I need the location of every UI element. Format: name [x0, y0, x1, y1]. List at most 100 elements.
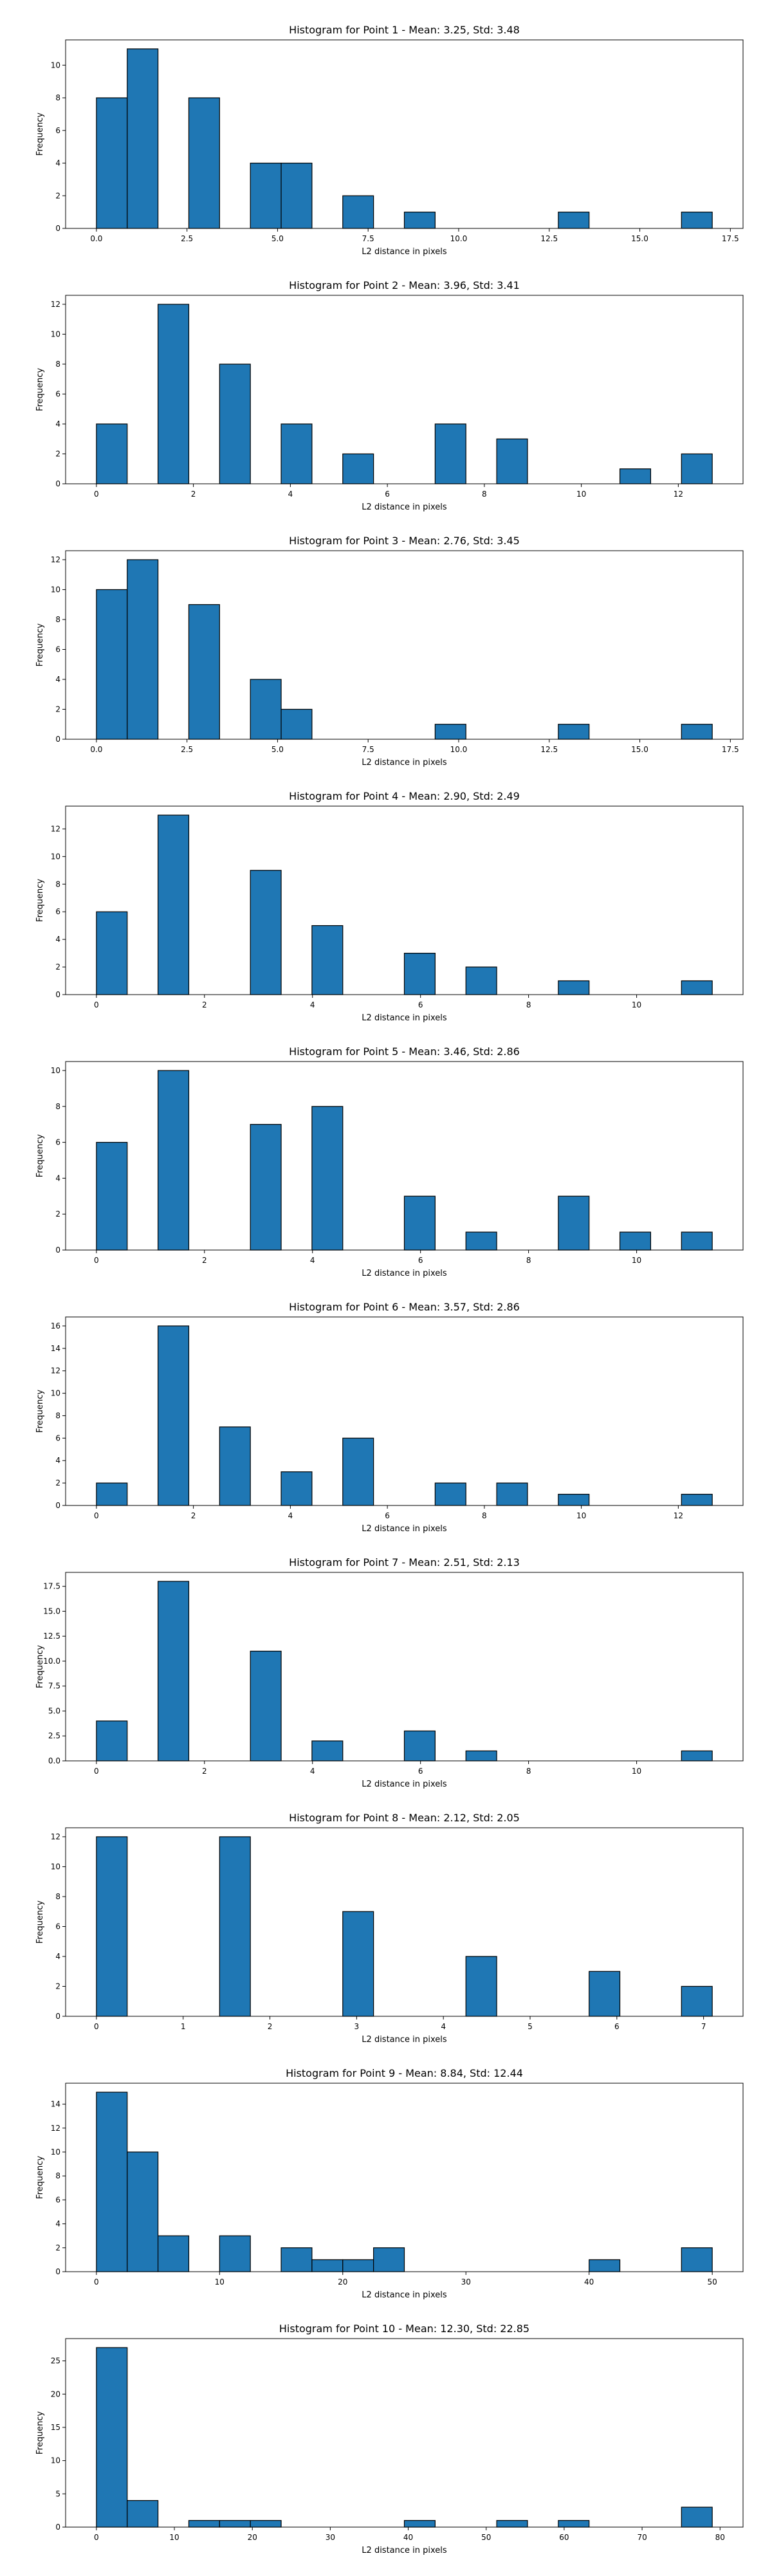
x-tick-label: 4 [441, 2022, 446, 2031]
x-tick-label: 7 [701, 2022, 706, 2031]
y-tick-label: 0.0 [48, 1756, 60, 1765]
x-tick-label: 4 [310, 1000, 315, 1009]
subplot: Histogram for Point 2 - Mean: 3.96, Std:… [35, 279, 744, 512]
y-tick-label: 4 [55, 1173, 60, 1182]
x-tick-label: 30 [461, 2277, 471, 2286]
y-tick-label: 4 [55, 159, 60, 168]
chart-title: Histogram for Point 1 - Mean: 3.25, Std:… [289, 24, 520, 36]
bar [558, 1493, 590, 1506]
bar [342, 2259, 374, 2272]
bar [403, 1195, 436, 1251]
bar [96, 1482, 128, 1506]
x-tick-label: 50 [481, 2533, 491, 2542]
y-tick-label: 4 [55, 1456, 60, 1465]
y-tick-label: 12 [51, 2124, 60, 2133]
x-tick-label: 8 [482, 490, 487, 499]
bar [157, 1581, 190, 1762]
bar [280, 423, 313, 484]
bar [219, 363, 251, 484]
bar [403, 1730, 436, 1762]
x-tick-label: 7.5 [362, 234, 374, 243]
chart-title: Histogram for Point 8 - Mean: 2.12, Std:… [289, 1812, 520, 1824]
subplot: Histogram for Point 6 - Mean: 3.57, Std:… [35, 1301, 744, 1534]
bar [250, 1650, 282, 1762]
y-tick-label: 10 [51, 1862, 60, 1871]
y-tick-label: 15 [51, 2423, 60, 2432]
x-tick-label: 5.0 [271, 234, 284, 243]
bar [342, 1911, 374, 2017]
bar [558, 212, 590, 229]
y-tick-label: 2 [55, 1982, 60, 1991]
bar [127, 2151, 159, 2272]
y-tick-label: 0 [55, 2523, 60, 2532]
bar [127, 2500, 159, 2528]
bar [311, 2259, 344, 2272]
y-tick-label: 12 [51, 555, 60, 564]
y-tick-label: 0 [55, 2267, 60, 2276]
x-tick-label: 2.5 [181, 745, 193, 754]
y-tick-label: 8 [55, 1411, 60, 1420]
subplot: Histogram for Point 8 - Mean: 2.12, Std:… [35, 1812, 744, 2045]
y-tick-label: 0 [55, 2012, 60, 2021]
x-axis-label: L2 distance in pixels [362, 758, 447, 768]
bar [219, 2235, 251, 2272]
x-tick-label: 10 [632, 1767, 641, 1776]
bar [157, 814, 190, 995]
x-tick-label: 50 [707, 2277, 717, 2286]
y-tick-label: 6 [55, 2195, 60, 2204]
x-tick-label: 17.5 [722, 234, 739, 243]
x-tick-label: 10 [632, 1256, 641, 1265]
chart-title: Histogram for Point 9 - Mean: 8.84, Std:… [286, 2067, 523, 2079]
axes-frame [65, 805, 744, 995]
subplot: Histogram for Point 7 - Mean: 2.51, Std:… [35, 1556, 744, 1789]
axes-frame [65, 1827, 744, 2017]
subplot: Histogram for Point 4 - Mean: 2.90, Std:… [35, 790, 744, 1023]
y-tick-label: 6 [55, 389, 60, 398]
bar [96, 1720, 128, 1762]
x-tick-label: 8 [526, 1000, 531, 1009]
bar [496, 438, 528, 484]
subplot: Histogram for Point 3 - Mean: 2.76, Std:… [35, 535, 744, 768]
bar [96, 97, 128, 229]
bar [96, 1141, 128, 1251]
y-tick-label: 17.5 [43, 1582, 60, 1591]
x-axis-label: L2 distance in pixels [362, 1780, 447, 1789]
x-tick-label: 10.0 [450, 234, 468, 243]
y-tick-label: 2 [55, 962, 60, 971]
bar [589, 2259, 621, 2272]
y-tick-label: 12 [51, 824, 60, 833]
y-axis-label: Frequency [35, 1134, 45, 1177]
y-tick-label: 10 [51, 1066, 60, 1075]
x-tick-label: 30 [326, 2533, 335, 2542]
x-tick-label: 8 [526, 1767, 531, 1776]
bar [681, 212, 713, 229]
y-axis-label: Frequency [35, 1390, 45, 1433]
subplot: Histogram for Point 10 - Mean: 12.30, St… [35, 2323, 744, 2555]
y-tick-label: 0 [55, 479, 60, 488]
bar [157, 304, 190, 484]
bar [127, 48, 159, 229]
axes-frame [65, 39, 744, 229]
x-tick-label: 17.5 [722, 745, 739, 754]
axes-frame [65, 2083, 744, 2272]
x-tick-label: 5.0 [271, 745, 284, 754]
y-tick-label: 10 [51, 60, 60, 69]
y-tick-label: 10 [51, 852, 60, 861]
bar [619, 468, 652, 484]
y-tick-label: 8 [55, 93, 60, 102]
subplot: Histogram for Point 5 - Mean: 3.46, Std:… [35, 1045, 744, 1278]
x-tick-label: 6 [385, 1511, 390, 1520]
x-tick-label: 4 [310, 1256, 315, 1265]
bar [127, 559, 159, 740]
bar [342, 195, 374, 229]
bar [681, 724, 713, 740]
bar [311, 925, 344, 995]
y-tick-label: 6 [55, 1922, 60, 1931]
bar [465, 1750, 497, 1762]
bar [558, 2520, 590, 2528]
chart-title: Histogram for Point 4 - Mean: 2.90, Std:… [289, 790, 520, 802]
axes-frame [65, 1572, 744, 1762]
bar [434, 1482, 466, 1506]
chart-title: Histogram for Point 5 - Mean: 3.46, Std:… [289, 1045, 520, 1058]
y-tick-label: 0 [55, 224, 60, 233]
